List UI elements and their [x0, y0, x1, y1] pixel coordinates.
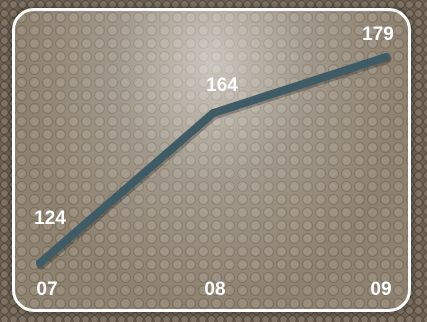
series-line-group	[36, 53, 392, 270]
data-point-08	[209, 109, 217, 118]
x-tick-label-07: 07	[36, 279, 57, 300]
data-label-07: 124	[34, 208, 66, 229]
data-label-group: 124 164 179	[34, 24, 394, 229]
x-tick-group: 07 08 09	[36, 279, 391, 300]
data-point-09	[382, 53, 390, 61]
chart-frame	[12, 8, 411, 312]
x-tick-label-09: 09	[370, 279, 391, 300]
data-label-08: 164	[206, 75, 238, 96]
data-point-07	[36, 259, 44, 267]
x-tick-label-08: 08	[204, 279, 225, 300]
data-label-09: 179	[362, 24, 394, 45]
